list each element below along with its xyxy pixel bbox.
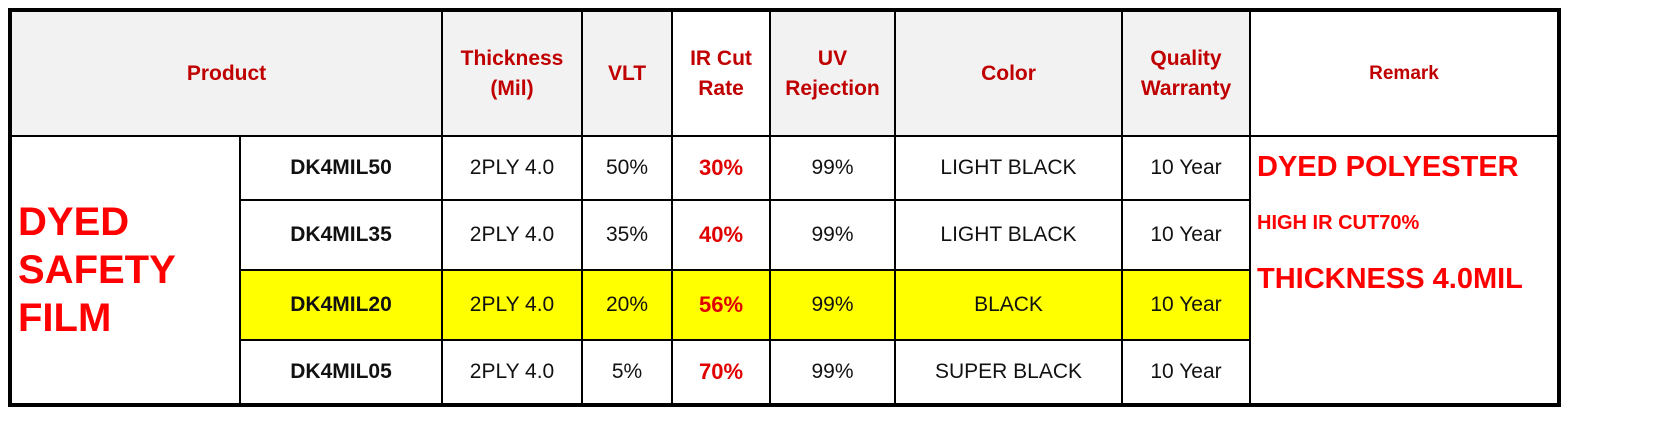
cell: 2PLY 4.0	[441, 269, 583, 341]
header-cell: IR Cut Rate	[671, 9, 771, 137]
data-row: DK4MIL20 2PLY 4.0 20% 56% 99% BLACK 10 Year	[10, 269, 1559, 341]
cell: 5%	[581, 339, 673, 406]
remark-cell: DYED POLYESTER HIGH IR CUT70% THICKNESS 4.…	[1249, 135, 1560, 406]
data-row: DK4MIL05 2PLY 4.0 5% 70% 99% SUPER BLACK 10 Ye…	[10, 339, 1559, 406]
cell: 20%	[581, 269, 673, 341]
cell: 99%	[769, 135, 896, 201]
cell: 2PLY 4.0	[441, 135, 583, 201]
cell: BLACK	[894, 269, 1123, 341]
cell: 10 Year	[1121, 339, 1251, 406]
cell: DK4MIL05	[239, 339, 443, 406]
data-row: DK4MIL35 2PLY 4.0 35% 40% 99% LIGHT BLACK 10 Y…	[10, 199, 1559, 271]
header-cell: Product	[9, 9, 443, 137]
cell: 10 Year	[1121, 269, 1251, 341]
header-text: UV Rejection	[785, 46, 880, 100]
header-text: Thickness (Mil)	[460, 46, 564, 100]
cell: SUPER BLACK	[894, 339, 1123, 406]
cell: DK4MIL20	[239, 269, 443, 341]
cell: 99%	[769, 199, 896, 271]
header-text: IR Cut Rate	[690, 46, 752, 100]
header-cell: UV Rejection	[769, 9, 896, 137]
cell: 99%	[769, 339, 896, 406]
category-cell: DYED SAFETY FILM	[9, 135, 241, 406]
header-text: Quality Warranty	[1140, 46, 1232, 100]
cell: 99%	[769, 269, 896, 341]
cell: 70%	[671, 339, 771, 406]
data-row: DYED SAFETY FILM DK4MIL50 2PLY 4.0 50% 30% 99…	[9, 135, 1560, 406]
spec-table: Product Thickness (Mil) VLT IR Cut Rate …	[8, 8, 1561, 407]
remark-line: THICKNESS 4.0MIL	[1257, 263, 1523, 295]
header-cell: Remark	[1249, 9, 1560, 137]
remark-line: DYED POLYESTER	[1257, 151, 1519, 183]
cell: 35%	[581, 199, 673, 271]
cell: 30%	[671, 135, 771, 201]
cell: 56%	[671, 269, 771, 341]
cell: 2PLY 4.0	[441, 339, 583, 406]
cell: DK4MIL35	[239, 199, 443, 271]
header-cell: Thickness (Mil)	[441, 9, 583, 137]
cell: LIGHT BLACK	[894, 135, 1123, 201]
cell: DK4MIL50	[239, 135, 443, 201]
cell: LIGHT BLACK	[894, 199, 1123, 271]
header-cell: VLT	[581, 9, 673, 137]
header-cell: Quality Warranty	[1121, 9, 1251, 137]
cell: 40%	[671, 199, 771, 271]
remark-line: HIGH IR CUT70%	[1257, 212, 1420, 234]
cell: 10 Year	[1121, 135, 1251, 201]
header-cell: Color	[894, 9, 1123, 137]
cell: 10 Year	[1121, 199, 1251, 271]
header-row: Product Thickness (Mil) VLT IR Cut Rate …	[9, 9, 1560, 137]
cell: 2PLY 4.0	[441, 199, 583, 271]
cell: 50%	[581, 135, 673, 201]
